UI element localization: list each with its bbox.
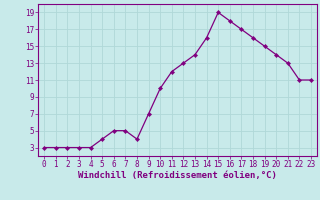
X-axis label: Windchill (Refroidissement éolien,°C): Windchill (Refroidissement éolien,°C) [78,171,277,180]
